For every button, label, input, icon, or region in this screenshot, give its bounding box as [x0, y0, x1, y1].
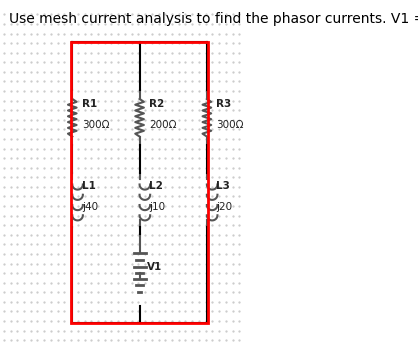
Text: Use mesh current analysis to find the phasor currents. V1 = 120∠0° V: Use mesh current analysis to find the ph…: [9, 12, 418, 26]
Text: 200Ω: 200Ω: [149, 120, 177, 130]
Text: R2: R2: [149, 99, 164, 109]
Text: L3: L3: [217, 181, 230, 191]
Text: R3: R3: [217, 99, 232, 109]
Text: R1: R1: [82, 99, 97, 109]
Text: V1: V1: [147, 262, 162, 272]
Text: j10: j10: [149, 202, 165, 212]
Text: 300Ω: 300Ω: [217, 120, 244, 130]
Text: 300Ω: 300Ω: [82, 120, 110, 130]
Text: j20: j20: [217, 202, 232, 212]
Text: L1: L1: [82, 181, 96, 191]
Text: j40: j40: [82, 202, 98, 212]
Text: L2: L2: [149, 181, 163, 191]
